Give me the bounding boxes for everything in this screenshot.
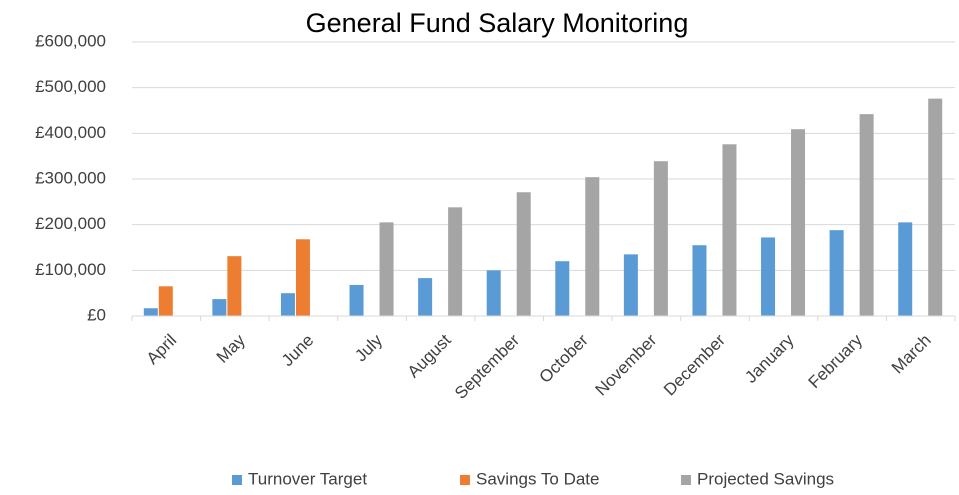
y-tick-label: £500,000 <box>35 77 106 96</box>
bar <box>448 207 463 316</box>
bar <box>555 261 570 316</box>
legend-label: Projected Savings <box>697 469 834 488</box>
x-tick-label: October <box>536 330 592 386</box>
y-tick-label: £600,000 <box>35 31 106 50</box>
bar <box>418 278 433 316</box>
bar <box>928 98 943 316</box>
y-tick-label: £0 <box>87 305 106 324</box>
legend-label: Turnover Target <box>248 469 367 488</box>
bar <box>722 144 737 316</box>
bar <box>486 270 501 316</box>
x-tick-label: December <box>660 330 729 399</box>
legend-label: Savings To Date <box>476 469 599 488</box>
x-tick-label: June <box>278 331 318 371</box>
x-tick-label: April <box>143 331 180 368</box>
bar <box>859 114 874 316</box>
x-tick-label: May <box>213 330 249 366</box>
bar <box>761 237 776 316</box>
bar <box>516 192 531 316</box>
bar <box>791 129 806 316</box>
x-tick-label: November <box>591 330 660 399</box>
y-tick-label: £300,000 <box>35 168 106 187</box>
x-tick-label: January <box>741 330 798 387</box>
legend-swatch <box>460 475 470 485</box>
legend-swatch <box>681 475 691 485</box>
bar <box>227 256 242 316</box>
chart-title: General Fund Salary Monitoring <box>306 8 689 38</box>
y-tick-label: £400,000 <box>35 123 106 142</box>
bar <box>158 286 173 316</box>
bar <box>280 293 295 316</box>
legend-swatch <box>232 475 242 485</box>
bar <box>585 177 600 316</box>
x-tick-label: August <box>404 330 455 381</box>
x-tick-label: February <box>805 330 867 392</box>
y-tick-label: £200,000 <box>35 214 106 233</box>
bar <box>295 239 310 316</box>
bar <box>829 230 844 316</box>
x-tick-label: September <box>451 330 523 402</box>
bar <box>623 254 638 316</box>
x-tick-label: March <box>888 331 935 378</box>
bar <box>379 222 394 316</box>
x-tick-label: July <box>351 330 386 365</box>
bar <box>653 161 668 316</box>
bar <box>212 299 227 316</box>
bar <box>349 284 364 316</box>
bar <box>692 245 707 316</box>
bar <box>143 308 158 316</box>
bar <box>898 222 913 316</box>
y-tick-label: £100,000 <box>35 260 106 279</box>
